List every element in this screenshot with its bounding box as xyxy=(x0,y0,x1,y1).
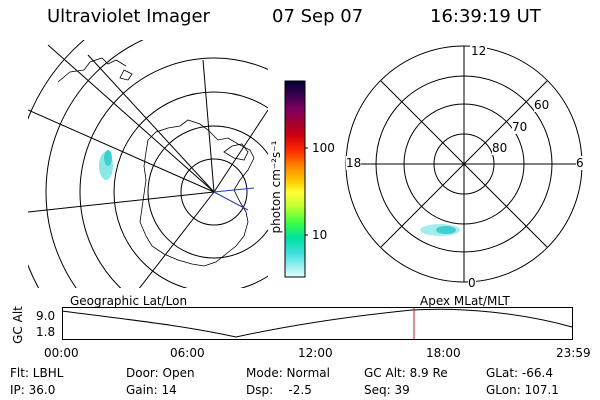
instrument-title: Ultraviolet Imager xyxy=(47,6,210,27)
mlat-label-60: 60 xyxy=(534,98,550,112)
aurora-spot xyxy=(104,150,112,166)
timeline-ytick-bottom: 1.8 xyxy=(36,325,56,339)
mlt-label-18: 18 xyxy=(346,156,362,170)
time-label: 16:39:19 UT xyxy=(430,6,541,27)
pole-line xyxy=(213,187,255,193)
timeline-xtick: 06:00 xyxy=(170,346,205,360)
geo-lat-ring xyxy=(147,125,268,259)
status-mode: Mode: Normal xyxy=(246,366,330,380)
coastline-fragment xyxy=(223,143,249,161)
timeline-xtick: 23:59 xyxy=(556,346,591,360)
geographic-map xyxy=(28,40,268,288)
coastline-fragment xyxy=(57,57,127,83)
timeline-ylabel: GC Alt xyxy=(11,306,25,344)
status-seq: Seq: 39 xyxy=(364,383,410,397)
mlt-label-6: 6 xyxy=(576,156,584,170)
colorbar-tick-10: 10 xyxy=(312,228,328,242)
geo-lat-ring xyxy=(180,158,248,226)
timeline-ytick-top: 9.0 xyxy=(36,309,56,323)
geo-meridian xyxy=(28,109,215,193)
mlt-label-12: 12 xyxy=(470,44,488,58)
geo-meridian xyxy=(138,191,215,288)
orbit-altitude-plot xyxy=(62,307,573,340)
geo-meridian xyxy=(213,109,268,193)
polar-axis xyxy=(380,80,548,248)
mlt-label-0: 0 xyxy=(468,276,476,290)
pole-line xyxy=(213,191,249,211)
status-filter: Flt: LBHL xyxy=(10,366,64,380)
mlat-label-80: 80 xyxy=(492,141,508,155)
date-label: 07 Sep 07 xyxy=(272,6,364,27)
altitude-curve xyxy=(62,308,573,338)
geo-meridian xyxy=(47,44,215,193)
coastline-fragment xyxy=(119,69,133,81)
status-gc-alt: GC Alt: 8.9 Re xyxy=(364,366,448,380)
geo-map-caption: Geographic Lat/Lon xyxy=(70,294,188,308)
status-glon: GLon: 107.1 xyxy=(486,383,559,397)
geo-meridian xyxy=(28,191,215,213)
status-door: Door: Open xyxy=(126,366,195,380)
timeline-xtick: 12:00 xyxy=(298,346,333,360)
geo-lat-ring xyxy=(113,91,268,288)
colorbar-tick-100: 100 xyxy=(312,141,335,155)
geo-lat-ring xyxy=(79,57,268,288)
continent-outline xyxy=(139,119,255,267)
polar-plot-caption: Apex MLat/MLT xyxy=(420,294,510,308)
colorbar-unit-label: photon cm⁻²s⁻¹ xyxy=(269,140,283,234)
timeline-xtick: 18:00 xyxy=(426,346,461,360)
mlat-label-70: 70 xyxy=(512,120,528,134)
aurora-oval xyxy=(436,226,456,234)
geo-meridian xyxy=(87,54,215,193)
status-ip: IP: 36.0 xyxy=(10,383,56,397)
geo-meridian xyxy=(202,59,215,193)
status-glat: GLat: -66.4 xyxy=(486,366,553,380)
timeline-xtick: 00:00 xyxy=(44,346,79,360)
polar-plot xyxy=(345,45,583,283)
status-dsp: Dsp: -2.5 xyxy=(246,383,312,397)
colorbar xyxy=(284,80,308,278)
geo-lat-ring xyxy=(45,40,144,288)
status-gain: Gain: 14 xyxy=(126,383,177,397)
